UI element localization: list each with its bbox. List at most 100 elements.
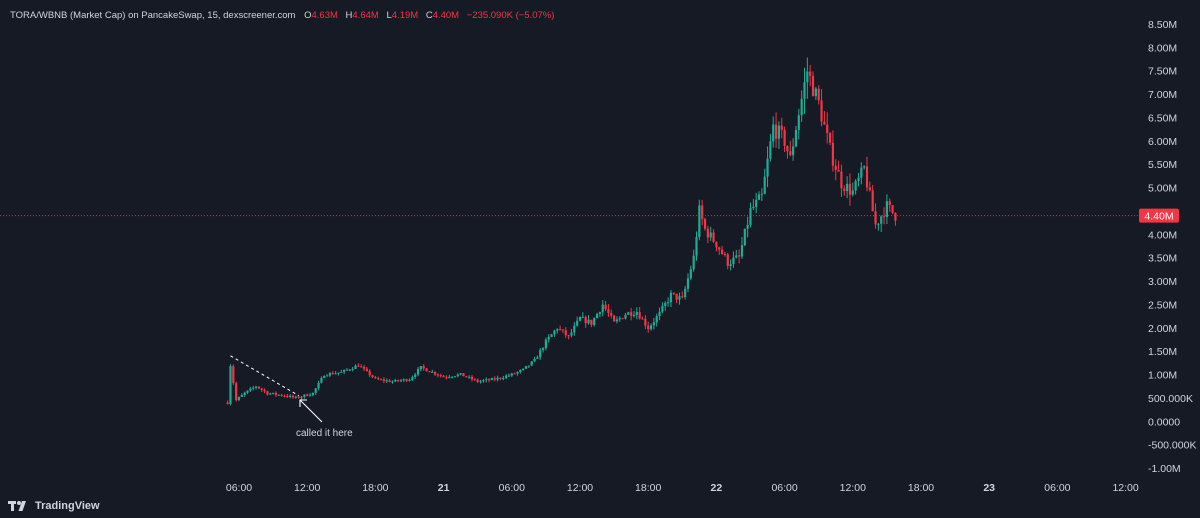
- candle-body: [706, 228, 709, 238]
- candle-body: [647, 325, 650, 330]
- y-axis[interactable]: 8.50M 8.00M 7.50M 7.00M 6.50M 6.00M 5.50M 5.00M…: [1148, 19, 1196, 475]
- candle-body: [385, 380, 388, 382]
- candle-body: [840, 171, 843, 189]
- candle-body: [499, 377, 502, 379]
- candle-body: [382, 379, 386, 381]
- annotation-trendline: [230, 355, 299, 396]
- candle-body: [280, 394, 283, 396]
- candle-body: [831, 142, 835, 166]
- candle-body: [445, 377, 448, 379]
- tradingview-logo[interactable]: TradingView: [8, 500, 100, 512]
- candle-body: [269, 393, 272, 395]
- annotation-text: called it here: [296, 428, 353, 439]
- candle-body: [473, 379, 476, 381]
- candle-body: [712, 232, 715, 242]
- candle-body: [595, 313, 599, 319]
- candles: [226, 57, 897, 406]
- candle-body: [726, 254, 729, 266]
- candle-body: [260, 388, 263, 390]
- candle-body: [809, 71, 812, 76]
- candle-body: [419, 366, 422, 370]
- candle-body: [428, 371, 431, 373]
- candle-body: [894, 212, 897, 221]
- candle-body: [311, 392, 314, 396]
- candle-body: [237, 397, 241, 401]
- candle-body: [505, 375, 508, 378]
- x-tick-label: 12:00: [1112, 482, 1138, 494]
- candle-body: [857, 177, 860, 181]
- candle-body: [740, 245, 744, 257]
- candle-body: [757, 194, 761, 200]
- candle-body: [811, 75, 815, 97]
- candle-body: [581, 316, 584, 318]
- candle-body: [874, 211, 877, 225]
- candle-body: [439, 375, 442, 377]
- candle-body: [880, 216, 883, 224]
- current-price-tag-label: 4.40M: [1144, 211, 1173, 223]
- high-key: H: [345, 10, 353, 21]
- candle-body: [365, 368, 368, 371]
- x-tick-label: 23: [983, 482, 995, 494]
- candle-body: [738, 255, 741, 257]
- candle-body: [536, 357, 539, 359]
- candle-body: [374, 377, 377, 379]
- x-axis[interactable]: 06:00 12:00 18:00 21 06:00 12:00 18:00 22 06:00 1…: [226, 482, 1139, 494]
- candle-body: [658, 311, 661, 317]
- y-tick-label: 3.50M: [1148, 253, 1177, 265]
- candle-body: [703, 219, 707, 229]
- y-tick-label: 8.50M: [1148, 19, 1177, 31]
- x-tick-label: 22: [711, 482, 723, 494]
- candle-body: [379, 379, 383, 381]
- candle-body: [743, 228, 746, 246]
- candle-body: [746, 224, 749, 229]
- high-value: 4.64M: [352, 10, 379, 21]
- candle-body: [482, 380, 485, 382]
- tradingview-label: TradingView: [35, 500, 100, 512]
- candle-body: [615, 319, 619, 322]
- candle-body: [837, 169, 840, 172]
- candle-body: [470, 376, 474, 380]
- candle-body: [433, 371, 437, 375]
- candle-body: [357, 365, 360, 367]
- candle-body: [814, 88, 817, 97]
- candle-body: [720, 249, 724, 254]
- y-tick-label: 7.00M: [1148, 89, 1177, 101]
- candle-body: [323, 375, 326, 379]
- candle-body: [232, 366, 235, 384]
- y-tick-label: 0.0000: [1148, 416, 1180, 428]
- candle-body: [314, 388, 317, 393]
- candle-body: [348, 369, 351, 371]
- y-tick-label: 2.00M: [1148, 323, 1177, 335]
- candle-body: [453, 376, 457, 378]
- candle-body: [496, 377, 499, 380]
- candle-body: [226, 402, 229, 404]
- candle-body: [803, 82, 806, 99]
- y-tick-label: 6.00M: [1148, 136, 1177, 148]
- candle-body: [843, 188, 846, 192]
- candle-body: [553, 330, 556, 335]
- candle-body: [877, 223, 880, 225]
- y-tick-label: 4.00M: [1148, 229, 1177, 241]
- candle-body: [465, 376, 468, 378]
- candle-body: [834, 165, 837, 170]
- candle-body: [655, 316, 658, 323]
- candle-body: [451, 376, 454, 378]
- candle-body: [769, 141, 772, 159]
- candle-body: [661, 305, 664, 312]
- candle-body: [507, 375, 511, 377]
- candle-body: [669, 292, 673, 303]
- candle-body: [320, 378, 323, 383]
- x-tick-label: 18:00: [635, 482, 661, 494]
- candle-body: [570, 332, 573, 336]
- candle-body: [402, 379, 405, 381]
- candle-body: [371, 375, 374, 378]
- candle-body: [397, 379, 400, 381]
- candle-body: [684, 288, 687, 298]
- candle-body: [888, 201, 891, 206]
- candle-body: [286, 396, 289, 398]
- candle-body: [817, 88, 820, 101]
- candle-body: [649, 325, 653, 330]
- symbol-label: TORA/WBNB (Market Cap) on PancakeSwap, 1…: [10, 10, 296, 21]
- candle-body: [547, 336, 550, 340]
